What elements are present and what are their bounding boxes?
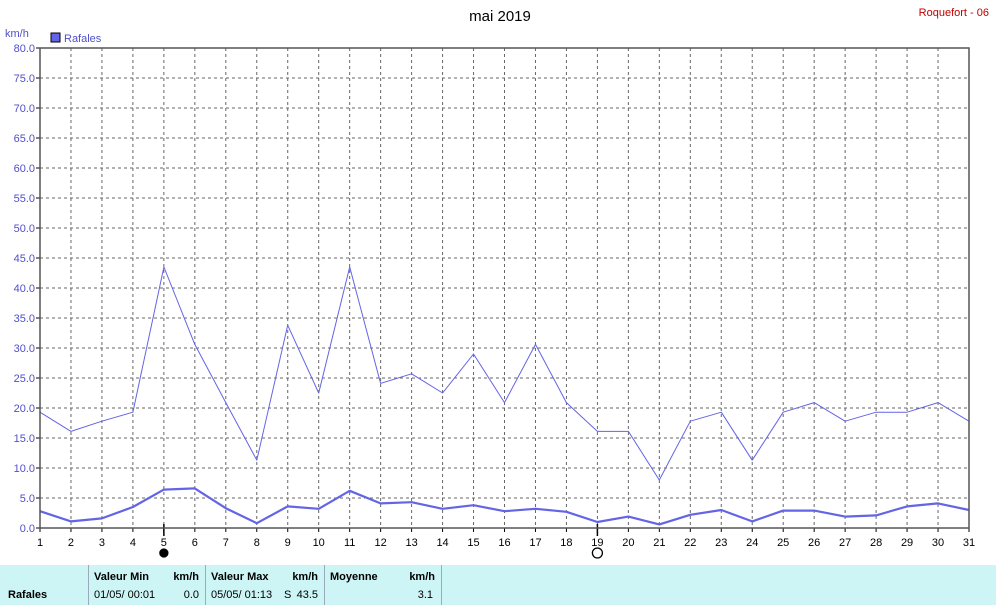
avg-label: Moyenne xyxy=(330,571,378,583)
legend-swatch xyxy=(50,32,61,43)
x-tick-label: 1 xyxy=(37,537,43,549)
footer-divider xyxy=(88,565,89,605)
footer-divider xyxy=(324,565,325,605)
min-value: 0.0 xyxy=(183,589,199,601)
x-tick-label: 8 xyxy=(254,537,260,549)
footer-divider xyxy=(205,565,206,605)
x-tick-label: 17 xyxy=(529,537,541,549)
x-tick-label: 27 xyxy=(839,537,851,549)
y-tick-label: 15.0 xyxy=(14,433,35,445)
x-tick-label: 25 xyxy=(777,537,789,549)
x-tick-label: 24 xyxy=(746,537,758,549)
y-tick-label: 55.0 xyxy=(14,193,35,205)
chart: mai 2019 Roquefort - 06 km/h Rafales 0.0… xyxy=(5,7,989,559)
y-tick-label: 20.0 xyxy=(14,403,35,415)
y-tick-label: 35.0 xyxy=(14,313,35,325)
max-direction: S xyxy=(284,589,292,601)
y-tick-label: 0.0 xyxy=(20,523,35,535)
max-date: 05/05/ 01:13 xyxy=(211,589,273,601)
day-markers xyxy=(159,524,604,559)
x-tick-label: 2 xyxy=(68,537,74,549)
footer-row-label: Rafales xyxy=(8,589,48,601)
y-tick-label: 65.0 xyxy=(14,133,35,145)
stats-footer: Rafales Valeur Min km/h 01/05/ 00:01 0.0… xyxy=(0,565,996,605)
series-line-average xyxy=(39,487,970,526)
grid xyxy=(40,48,969,528)
open-circle-icon xyxy=(591,547,604,559)
series-line-gusts xyxy=(39,266,970,481)
max-cell: Valeur Max km/h 05/05/ 01:13 S 43.5 xyxy=(206,565,324,605)
x-tick-label: 28 xyxy=(870,537,882,549)
x-tick-label: 15 xyxy=(467,537,479,549)
avg-unit: km/h xyxy=(409,571,435,583)
x-tick-label: 23 xyxy=(715,537,727,549)
x-tick-label: 9 xyxy=(285,537,291,549)
y-tick-label: 10.0 xyxy=(14,463,35,475)
x-tick-label: 31 xyxy=(963,537,975,549)
x-tick-label: 7 xyxy=(223,537,229,549)
x-tick-label: 16 xyxy=(498,537,510,549)
min-label: Valeur Min xyxy=(94,571,150,583)
y-axis-ticks: 0.0 5.0 10.0 15.0 20.0 25.0 30.0 35.0 40.0 45.0 50… xyxy=(14,43,40,535)
footer-divider xyxy=(441,565,442,605)
series-lines xyxy=(39,266,970,526)
plot-frame xyxy=(39,47,970,529)
y-tick-label: 5.0 xyxy=(20,493,35,505)
x-tick-label: 20 xyxy=(622,537,634,549)
x-tick-label: 26 xyxy=(808,537,820,549)
y-tick-label: 45.0 xyxy=(14,253,35,265)
x-axis-ticks: 1 2 3 4 5 6 7 8 9 10 11 12 13 14 15 16 17 18 19 20 21 22 23 24 2… xyxy=(37,528,975,549)
x-tick-label: 22 xyxy=(684,537,696,549)
x-tick-label: 4 xyxy=(130,537,136,549)
y-tick-label: 75.0 xyxy=(14,73,35,85)
chart-title: mai 2019 xyxy=(469,8,531,25)
x-tick-label: 3 xyxy=(99,537,105,549)
min-date: 01/05/ 00:01 xyxy=(94,589,156,601)
y-tick-label: 40.0 xyxy=(14,283,35,295)
max-label: Valeur Max xyxy=(211,571,269,583)
x-tick-label: 14 xyxy=(436,537,448,549)
y-tick-label: 50.0 xyxy=(14,223,35,235)
x-tick-label: 18 xyxy=(560,537,572,549)
legend-label: Rafales xyxy=(64,33,102,45)
x-tick-label: 6 xyxy=(192,537,198,549)
x-tick-label: 30 xyxy=(932,537,944,549)
y-tick-label: 60.0 xyxy=(14,163,35,175)
x-tick-label: 5 xyxy=(161,537,167,549)
x-tick-label: 12 xyxy=(375,537,387,549)
x-tick-label: 10 xyxy=(313,537,325,549)
station-label: Roquefort - 06 xyxy=(919,7,989,19)
x-tick-label: 21 xyxy=(653,537,665,549)
y-tick-label: 30.0 xyxy=(14,343,35,355)
max-unit: km/h xyxy=(292,571,318,583)
y-tick-label: 80.0 xyxy=(14,43,35,55)
max-value: 43.5 xyxy=(296,589,318,601)
y-axis-unit: km/h xyxy=(5,28,29,40)
avg-cell: Moyenne km/h 3.1 xyxy=(325,565,441,605)
footer-label-cell: Rafales xyxy=(0,565,88,605)
x-tick-label: 11 xyxy=(344,537,355,549)
x-tick-label: 19 xyxy=(591,537,603,549)
min-unit: km/h xyxy=(173,571,199,583)
avg-value: 3.1 xyxy=(417,589,433,601)
min-cell: Valeur Min km/h 01/05/ 00:01 0.0 xyxy=(89,565,205,605)
filled-circle-icon xyxy=(159,548,169,558)
x-tick-label: 13 xyxy=(405,537,417,549)
y-tick-label: 70.0 xyxy=(14,103,35,115)
y-tick-label: 25.0 xyxy=(14,373,35,385)
x-tick-label: 29 xyxy=(901,537,913,549)
